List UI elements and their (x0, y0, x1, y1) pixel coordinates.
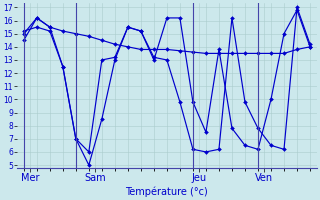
X-axis label: Température (°c): Température (°c) (125, 186, 208, 197)
